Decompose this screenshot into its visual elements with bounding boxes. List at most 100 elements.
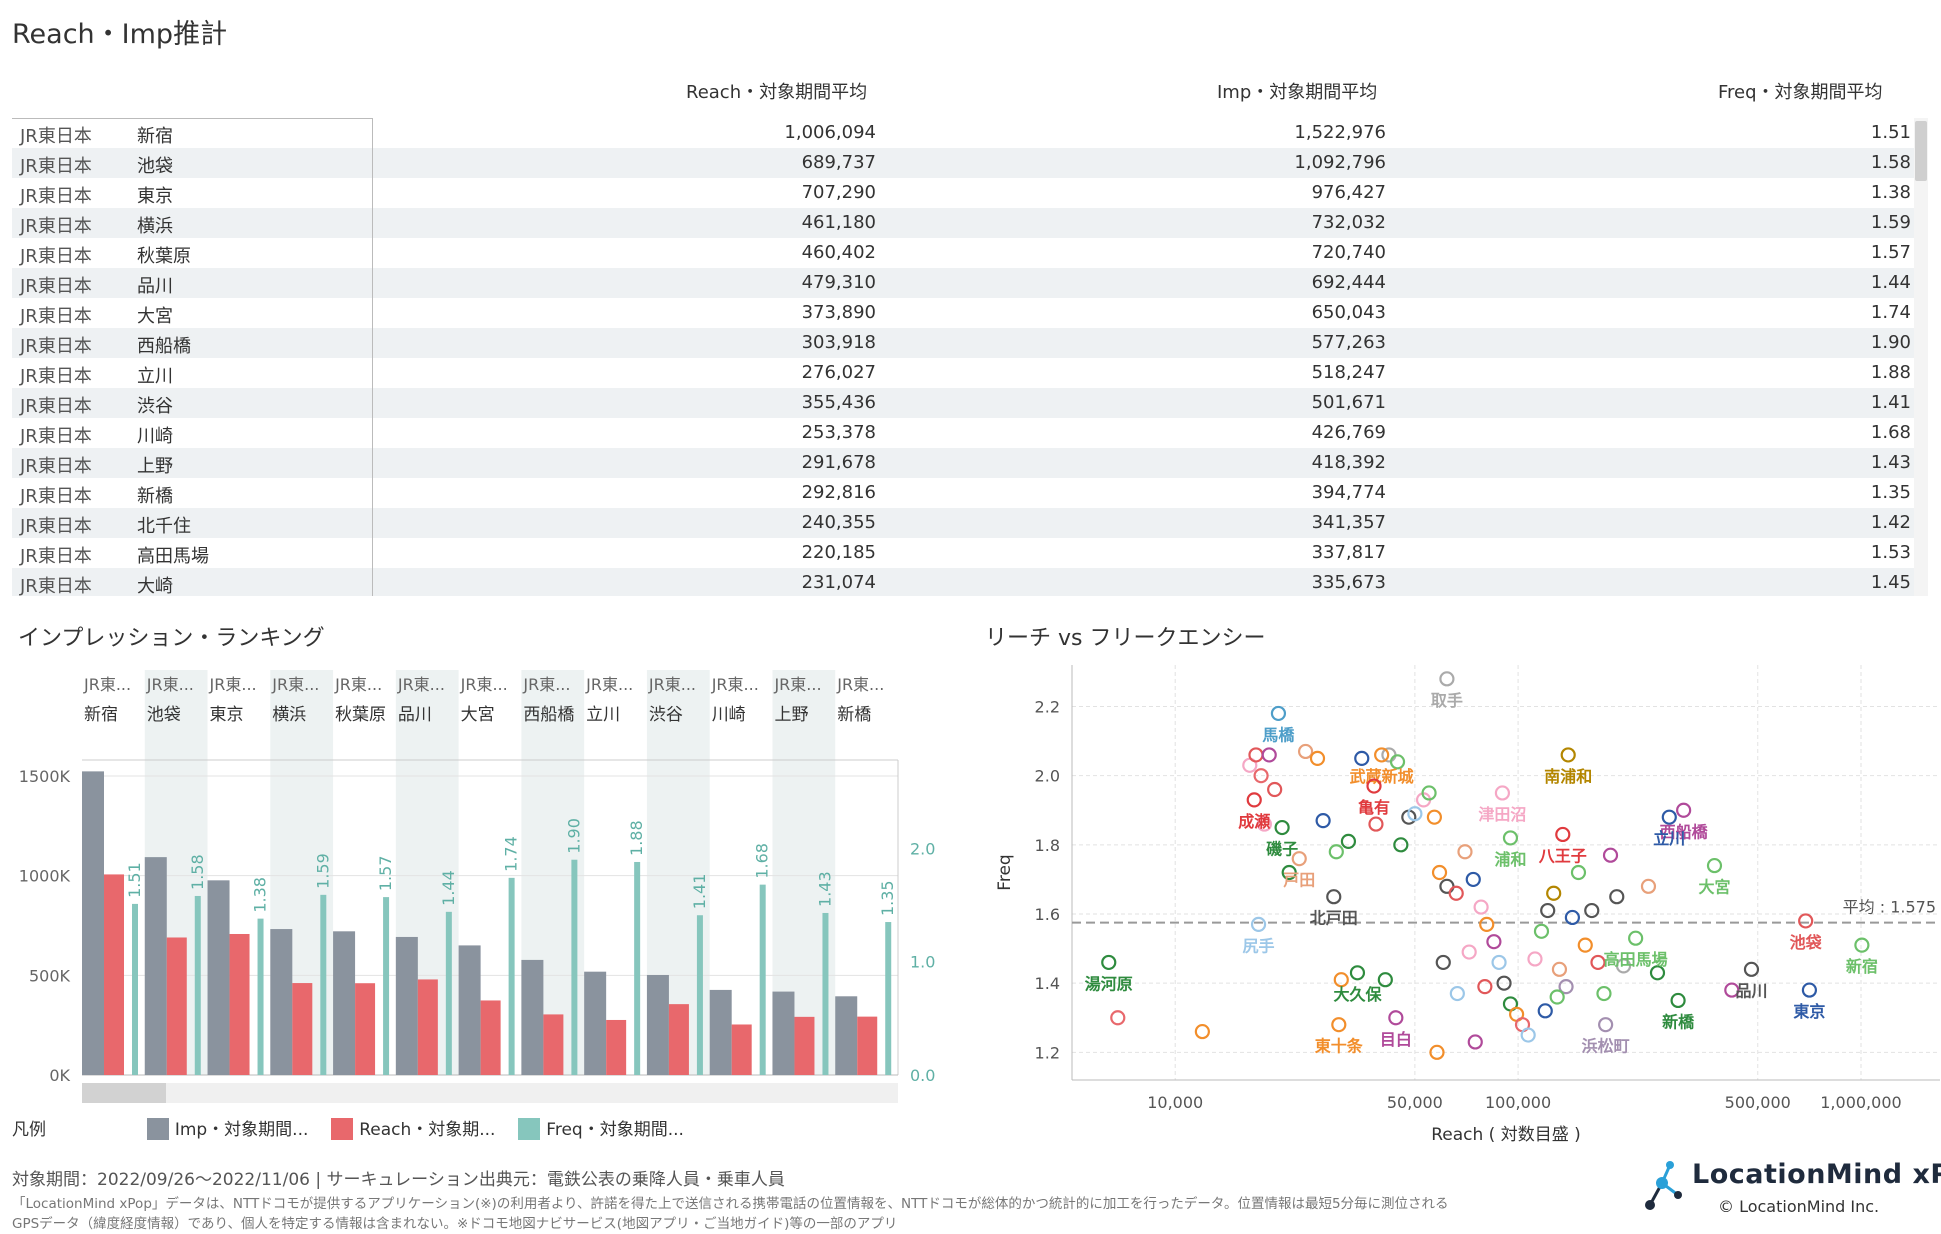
scatter-point	[1110, 1010, 1126, 1026]
table-row[interactable]: JR東日本 高田馬場 220,185 337,817 1.53	[12, 538, 1924, 568]
scatter-point	[1494, 785, 1511, 801]
y-axis-label: Freq	[995, 854, 1015, 890]
table-row[interactable]: JR東日本 横浜 461,180 732,032 1.59	[12, 208, 1924, 238]
legend-label-freq[interactable]: Freq・対象期間...	[546, 1120, 684, 1140]
point-label: 馬橋	[1262, 725, 1295, 744]
left-axis-tick: 1500K	[19, 767, 71, 786]
scatter-point	[1448, 885, 1464, 901]
reach-cell: 303,918	[801, 332, 876, 353]
station-cell: 秋葉原	[137, 246, 191, 267]
imp-cell: 976,427	[1311, 182, 1386, 203]
table-row[interactable]: JR東日本 新橋 292,816 394,774 1.35	[12, 478, 1924, 508]
table-row[interactable]: JR東日本 池袋 689,737 1,092,796 1.58	[12, 148, 1924, 178]
table-row[interactable]: JR東日本 立川 276,027 518,247 1.88	[12, 358, 1924, 388]
scatter-point	[1340, 833, 1357, 849]
right-axis-tick: 0.0	[910, 1066, 935, 1085]
imp-bar	[709, 989, 732, 1075]
scatter-point	[1377, 972, 1393, 988]
category-label: 大宮	[461, 705, 495, 725]
scatter-point	[1560, 747, 1576, 763]
left-axis-tick: 0K	[49, 1066, 70, 1085]
reach-bar	[606, 1019, 627, 1075]
table-scrollbar[interactable]	[1914, 118, 1928, 596]
scatter-point	[1640, 878, 1657, 894]
category-label: 渋谷	[649, 705, 683, 725]
freq-cell: 1.88	[1870, 362, 1911, 383]
imp-bar	[395, 936, 418, 1075]
reach-bar	[229, 933, 250, 1075]
scatter-point	[1551, 961, 1568, 977]
operator-cell: JR東日本	[20, 246, 92, 267]
legend-label-imp[interactable]: Imp・対象期間...	[174, 1120, 309, 1140]
freq-cell: 1.57	[1870, 242, 1911, 263]
imp-bar	[333, 931, 356, 1075]
scatter-point	[1297, 743, 1314, 760]
scatter-point	[1479, 916, 1495, 932]
imp-bar	[144, 857, 167, 1075]
column-header-freq[interactable]: Freq・対象期間平均	[1718, 82, 1883, 103]
scatter-point	[1246, 792, 1262, 808]
scatter-point	[1609, 889, 1625, 905]
category-label: 横浜	[272, 705, 306, 725]
freq-cell: 1.35	[1870, 482, 1911, 503]
point-label: 成瀬	[1238, 812, 1270, 831]
category-operator-label: JR東...	[585, 675, 633, 694]
point-label: 尻手	[1243, 936, 1275, 955]
scatter-point	[1649, 965, 1666, 981]
operator-cell: JR東日本	[20, 546, 92, 567]
scatter-point	[1429, 1044, 1445, 1060]
freq-data-label: 1.35	[878, 880, 897, 916]
station-cell: 渋谷	[137, 396, 173, 417]
freq-bar	[383, 897, 390, 1075]
column-header-reach[interactable]: Reach・対象期間平均	[686, 82, 868, 103]
table-row[interactable]: JR東日本 西船橋 303,918 577,263 1.90	[12, 328, 1924, 358]
scatter-point	[1661, 809, 1677, 825]
reach-cell: 253,378	[801, 422, 876, 443]
operator-cell: JR東日本	[20, 486, 92, 507]
table-row[interactable]: JR東日本 上野 291,678 418,392 1.43	[12, 448, 1924, 478]
imp-cell: 518,247	[1311, 362, 1386, 383]
scatter-point	[1520, 1027, 1536, 1043]
logo-text: LocationMind xPop	[1692, 1159, 1941, 1190]
scatter-point	[1388, 1010, 1404, 1026]
scatter-point	[1439, 671, 1455, 687]
point-label: 南浦和	[1544, 767, 1592, 786]
table-row[interactable]: JR東日本 大宮 373,890 650,043 1.74	[12, 298, 1924, 328]
reach-cell: 479,310	[801, 272, 876, 293]
table-row[interactable]: JR東日本 川崎 253,378 426,769 1.68	[12, 418, 1924, 448]
point-label: 西船橋	[1660, 822, 1709, 841]
table-row[interactable]: JR東日本 新宿 1,006,094 1,522,976 1.51	[12, 118, 1924, 148]
freq-cell: 1.38	[1870, 182, 1911, 203]
scatter-point	[1349, 965, 1366, 981]
category-operator-label: JR東...	[146, 675, 194, 694]
point-label: 東十条	[1315, 1037, 1364, 1056]
table-row[interactable]: JR東日本 品川 479,310 692,444 1.44	[12, 268, 1924, 298]
category-operator-label: JR東...	[522, 675, 570, 694]
point-label: 湯河原	[1085, 974, 1133, 993]
operator-cell: JR東日本	[20, 156, 92, 177]
column-header-imp[interactable]: Imp・対象期間平均	[1217, 82, 1378, 103]
scatter-point	[1540, 902, 1556, 919]
station-cell: 北千住	[137, 516, 191, 537]
scatter-point	[1549, 989, 1565, 1005]
scatter-point	[1449, 985, 1465, 1002]
imp-bar	[270, 929, 293, 1075]
table-row[interactable]: JR東日本 渋谷 355,436 501,671 1.41	[12, 388, 1924, 418]
station-cell: 池袋	[137, 156, 173, 177]
point-label: 浦和	[1494, 850, 1526, 869]
table-row[interactable]: JR東日本 北千住 240,355 341,357 1.42	[12, 508, 1924, 538]
category-label: 新橋	[837, 705, 871, 725]
table-row[interactable]: JR東日本 秋葉原 460,402 720,740 1.57	[12, 238, 1924, 268]
table-row[interactable]: JR東日本 大崎 231,074 335,673 1.45	[12, 568, 1924, 596]
freq-data-label: 1.59	[313, 853, 332, 889]
table-row[interactable]: JR東日本 東京 707,290 976,427 1.38	[12, 178, 1924, 208]
reach-bar	[731, 1024, 752, 1075]
locationmind-logo: LocationMind xPop © LocationMind Inc.	[1640, 1155, 1941, 1225]
scatter-point	[1407, 806, 1423, 822]
category-label: 上野	[774, 705, 808, 725]
freq-data-label: 1.58	[188, 854, 207, 890]
table-scrollbar-thumb[interactable]	[1915, 121, 1927, 181]
scatter-point	[1502, 830, 1519, 846]
scatter-point	[1421, 785, 1437, 801]
legend-label-reach[interactable]: Reach・対象期...	[359, 1120, 496, 1140]
